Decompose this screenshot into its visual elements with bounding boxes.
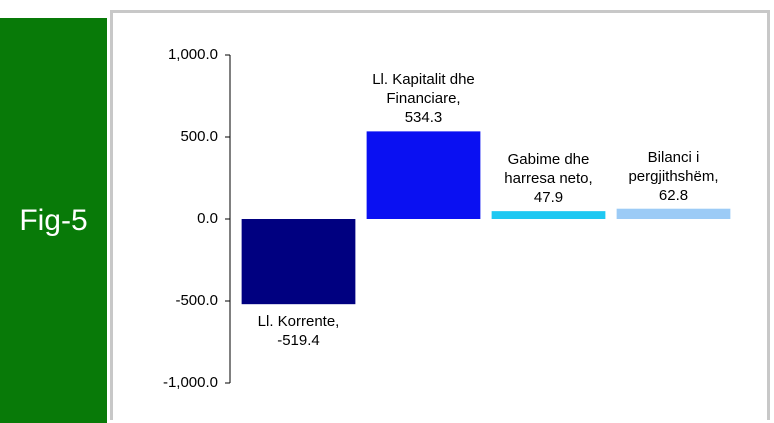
data-label: Gabime dhe harresa neto, 47.9: [504, 151, 593, 207]
data-label: Ll. Kapitalit dhe Financiare, 534.3: [372, 71, 475, 127]
panel-label: Fig-5: [0, 18, 107, 423]
bar: [366, 131, 481, 219]
bar: [616, 208, 731, 219]
y-tick-label: -1,000.0: [163, 374, 218, 391]
y-tick-label: 500.0: [180, 128, 218, 145]
chart-frame: [110, 10, 770, 420]
data-label: Bilanci i pergjithshëm, 62.8: [628, 148, 719, 204]
bar: [241, 219, 356, 305]
y-tick-label: 1,000.0: [168, 46, 218, 63]
bar: [491, 211, 606, 219]
y-tick-label: -500.0: [175, 292, 218, 309]
data-label: Ll. Korrente, -519.4: [257, 313, 340, 350]
y-tick-label: 0.0: [197, 210, 218, 227]
